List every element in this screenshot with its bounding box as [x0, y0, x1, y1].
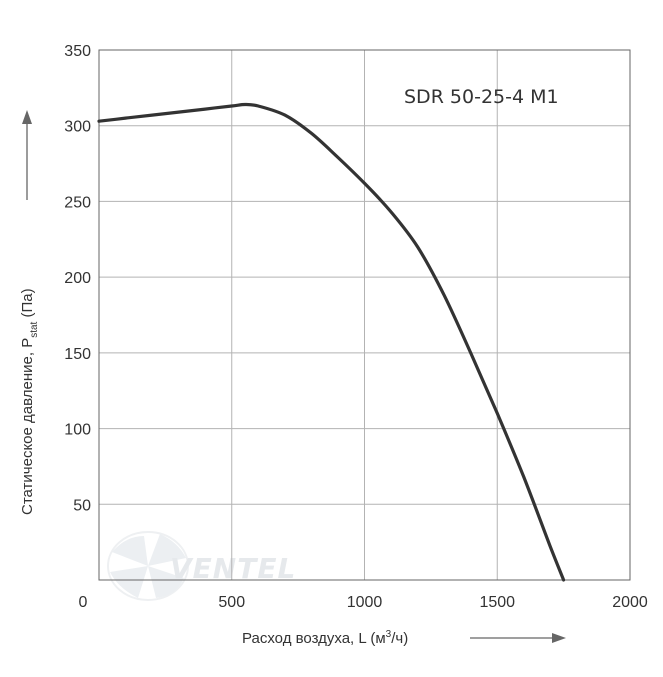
y-tick-label: 50: [73, 497, 91, 514]
x-tick-label: 500: [218, 594, 245, 611]
x-axis-arrow-icon: [470, 633, 566, 643]
y-tick-label: 150: [64, 346, 91, 363]
series-line: [97, 102, 566, 582]
watermark: VENTEL: [107, 531, 295, 601]
y-axis-arrow-icon: [22, 110, 32, 200]
y-tick-label: 350: [64, 43, 91, 60]
y-tick-label: 300: [64, 119, 91, 136]
grid: [99, 50, 630, 580]
y-tick-label: 200: [64, 270, 91, 287]
x-tick-label: 1500: [479, 594, 515, 611]
plot-frame: [98, 49, 631, 581]
x-tick-label: 0: [79, 594, 88, 611]
y-tick-label: 250: [64, 194, 91, 211]
y-axis-label: Статическое давление, Pstat (Па): [19, 288, 40, 515]
x-axis-label: Расход воздуха, L (м3/ч): [242, 629, 408, 647]
series-label: SDR 50-25-4 M1: [404, 86, 559, 108]
x-tick-label: 1000: [347, 594, 383, 611]
y-ticks: 50 100 150 200 250 300 350: [64, 43, 91, 514]
x-tick-label: 2000: [612, 594, 648, 611]
fan-logo-icon: [107, 531, 189, 601]
x-ticks: 0 500 1000 1500 2000: [79, 594, 648, 611]
y-tick-label: 100: [64, 422, 91, 439]
